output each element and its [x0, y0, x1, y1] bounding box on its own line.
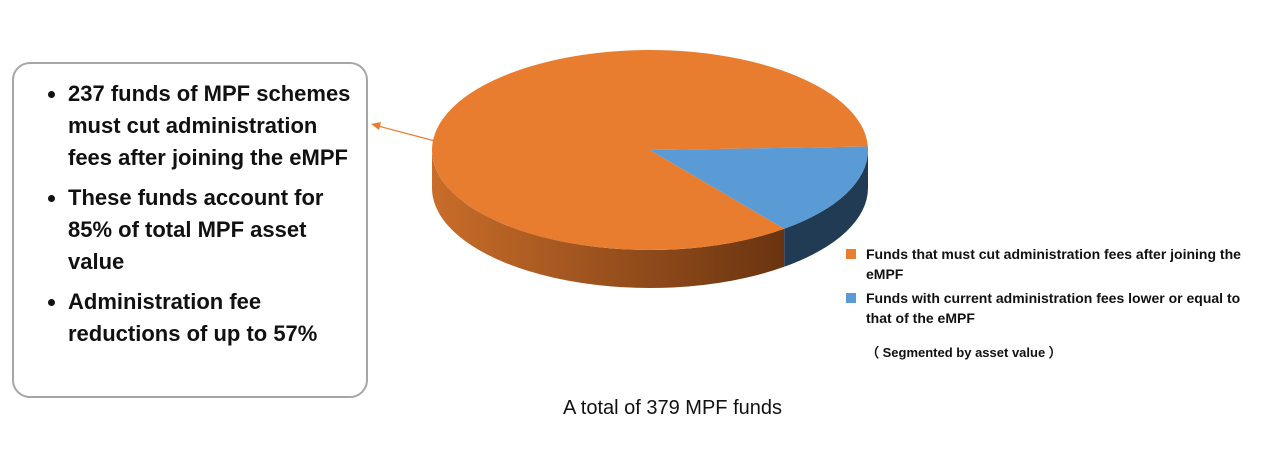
- legend-label: Funds that must cut administration fees …: [866, 246, 1241, 282]
- caption: A total of 379 MPF funds: [562, 397, 782, 419]
- note: （ Segmented by asset value ）: [866, 345, 1062, 360]
- callout-arrow: [377, 125, 436, 142]
- bullet-list: 237 funds of MPF schemes must cut admini…: [14, 78, 366, 350]
- legend-item: Funds that must cut administration fees …: [846, 244, 1266, 284]
- slice-side: [432, 150, 785, 288]
- legend-item: Funds with current administration fees l…: [846, 288, 1266, 328]
- slice: [431, 49, 868, 250]
- legend-swatch: [846, 249, 856, 259]
- bullet: Administration fee reductions of up to 5…: [68, 286, 354, 350]
- legend-label: Funds with current administration fees l…: [866, 290, 1241, 326]
- bullet: 237 funds of MPF schemes must cut admini…: [68, 78, 354, 174]
- callout-arrowhead: [371, 122, 381, 130]
- legend: Funds that must cut administration fees …: [846, 244, 1266, 332]
- slice: [650, 146, 868, 229]
- legend-swatch: [846, 293, 856, 303]
- callout-box: 237 funds of MPF schemes must cut admini…: [12, 62, 368, 398]
- bullet: These funds account for 85% of total MPF…: [68, 182, 354, 278]
- slice-side: [784, 150, 868, 267]
